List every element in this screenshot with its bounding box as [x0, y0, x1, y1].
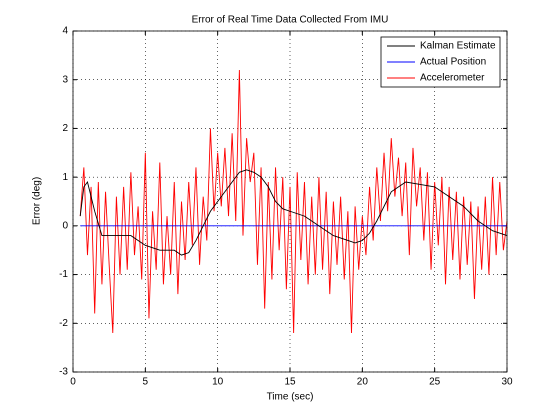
x-tick-label: 5	[143, 377, 149, 388]
y-tick-label: -3	[59, 367, 68, 378]
plot-frame	[72, 30, 508, 373]
x-tick-label: 30	[501, 377, 513, 388]
y-tick-label: 2	[62, 123, 68, 134]
x-tick-label: 20	[357, 377, 369, 388]
y-tick-label: -2	[59, 318, 68, 329]
x-tick-label: 0	[70, 377, 76, 388]
chart-title: Error of Real Time Data Collected From I…	[192, 15, 389, 26]
y-tick-label: -1	[59, 269, 68, 280]
y-axis-label: Error (deg)	[32, 177, 43, 225]
x-tick-label: 25	[429, 377, 441, 388]
y-tick-label: 3	[62, 74, 68, 85]
y-tick-label: 0	[62, 220, 68, 231]
x-tick-label: 15	[284, 377, 296, 388]
legend-label: Kalman Estimate	[420, 41, 496, 52]
x-axis-label: Time (sec)	[267, 392, 314, 403]
y-tick-label: 1	[62, 172, 68, 183]
legend-label: Accelerometer	[420, 73, 485, 84]
x-tick-label: 10	[212, 377, 224, 388]
legend-label: Actual Position	[420, 57, 486, 68]
series-line	[79, 169, 508, 256]
y-tick-label: 4	[62, 26, 68, 37]
